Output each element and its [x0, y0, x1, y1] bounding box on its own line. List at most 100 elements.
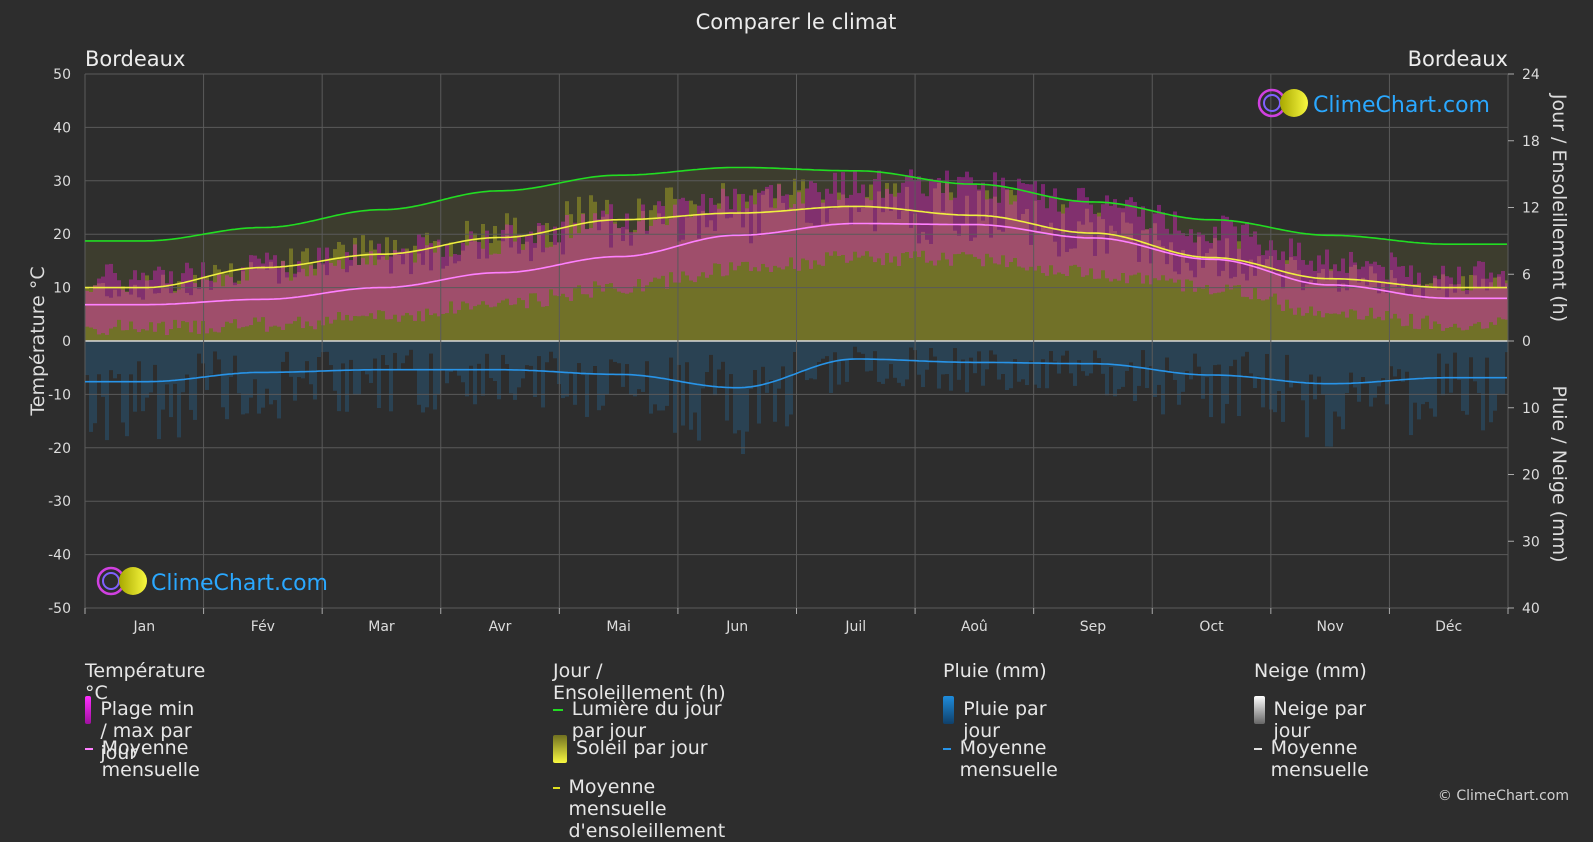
rain-bar: [1205, 341, 1209, 378]
daylight-bar: [1005, 187, 1009, 341]
legend-snow-mean-label: Moyenne mensuelle: [1270, 737, 1369, 781]
sun-bar: [981, 220, 985, 341]
daylight-bar: [621, 175, 625, 341]
temp-band-bar: [1317, 255, 1321, 312]
daylight-bar: [317, 219, 321, 341]
rain-bar: [1449, 341, 1453, 393]
sun-bar: [269, 261, 273, 341]
x-tick-label: Juil: [844, 619, 866, 635]
rain-bar: [1373, 341, 1377, 398]
temp-band-bar: [1345, 272, 1349, 318]
daylight-bar: [1385, 239, 1389, 341]
sun-bar: [1329, 269, 1333, 341]
daylight-bar: [1213, 219, 1217, 341]
rain-mean-swatch-icon: [943, 748, 951, 750]
rain-bar: [293, 341, 297, 401]
legend-temp-mean: Moyenne mensuelle: [85, 737, 206, 781]
daylight-bar: [309, 221, 313, 341]
rain-bar: [365, 341, 369, 375]
temp-band-bar: [393, 250, 397, 315]
sun-bar: [1469, 274, 1473, 341]
sun-bar: [265, 269, 269, 341]
temp-band-bar: [517, 234, 521, 298]
rain-bar: [1361, 341, 1365, 378]
sun-bar: [1005, 190, 1009, 341]
rain-bar: [353, 341, 357, 395]
daylight-bar: [161, 240, 165, 341]
sun-bar: [221, 273, 225, 341]
rain-bar: [313, 341, 317, 400]
temp-band-bar: [269, 259, 273, 327]
temp-band-bar: [157, 266, 161, 324]
sun-bar: [593, 201, 597, 341]
sun-bar: [961, 224, 965, 341]
daylight-bar: [1505, 244, 1508, 341]
rain-bar: [1221, 341, 1225, 424]
rain-bar: [405, 341, 409, 356]
daylight-bar: [613, 175, 617, 341]
rain-bar: [1129, 341, 1133, 363]
y-right-bottom-tick: 20: [1522, 468, 1540, 484]
temp-band-bar: [221, 286, 225, 328]
sun-bar: [1197, 236, 1201, 341]
rain-bar: [1057, 341, 1061, 374]
temp-band-bar: [1425, 284, 1429, 316]
rain-bar: [1017, 341, 1021, 382]
rain-bar: [769, 341, 773, 380]
temp-band-bar: [845, 198, 849, 263]
daylight-bar: [721, 167, 725, 341]
rain-bar: [237, 341, 241, 394]
rain-bar: [1125, 341, 1129, 371]
logo-sun-icon: [119, 567, 147, 595]
rain-bar: [517, 341, 521, 388]
legend-rain: Pluie (mm) Pluie par jour Moyenne mensue…: [943, 660, 1064, 781]
temp-band-bar: [673, 204, 677, 283]
y-right-top-tick: 0: [1522, 334, 1531, 350]
sun-bar: [1205, 253, 1209, 341]
rain-bar: [165, 341, 169, 385]
legend-rain-mean-label: Moyenne mensuelle: [959, 737, 1058, 781]
temp-band-bar: [773, 208, 777, 266]
temp-band-bar: [289, 280, 293, 324]
sun-bar: [313, 268, 317, 341]
temp-band-bar: [929, 178, 933, 261]
daylight-bar: [769, 168, 773, 341]
rain-bar: [125, 341, 129, 437]
rain-bar: [1101, 341, 1105, 374]
temp-band-bar: [357, 264, 361, 317]
daylight-bar: [1105, 202, 1109, 341]
sun-bar: [1049, 222, 1053, 341]
rain-bar: [613, 341, 617, 362]
rain-bar: [377, 341, 381, 408]
temp-band-bar: [569, 238, 573, 301]
rain-bar: [217, 341, 221, 360]
legend-sun-band-label: Soleil par jour: [576, 737, 708, 759]
temp-band-bar: [1501, 270, 1505, 320]
sun-bar: [189, 295, 193, 341]
sun-bar: [469, 241, 473, 341]
rain-bar: [137, 341, 141, 362]
x-tick-label: Fév: [251, 619, 275, 635]
rain-bar: [1197, 341, 1201, 367]
temp-band-bar: [237, 283, 241, 329]
y-left-tick: -50: [48, 601, 71, 617]
rain-bar: [677, 341, 681, 365]
sun-bar: [157, 293, 161, 341]
temp-band-bar: [297, 261, 301, 317]
temp-band-bar: [789, 207, 793, 258]
sun-bar: [217, 269, 221, 341]
temp-band-bar: [1117, 207, 1121, 281]
daylight-bar: [637, 174, 641, 341]
temp-band-bar: [129, 279, 133, 322]
rain-bar: [1505, 341, 1508, 353]
temp-band-bar: [1489, 272, 1493, 323]
daylight-bar: [1173, 215, 1177, 341]
sun-bar: [697, 238, 701, 341]
daylight-bar: [1341, 235, 1345, 341]
rain-bar: [853, 341, 857, 347]
temp-band-bar: [1029, 184, 1033, 267]
sun-bar: [1505, 280, 1508, 341]
daylight-bar: [1389, 239, 1393, 341]
temp-band-bar: [1453, 284, 1457, 324]
rain-bar: [145, 341, 149, 398]
